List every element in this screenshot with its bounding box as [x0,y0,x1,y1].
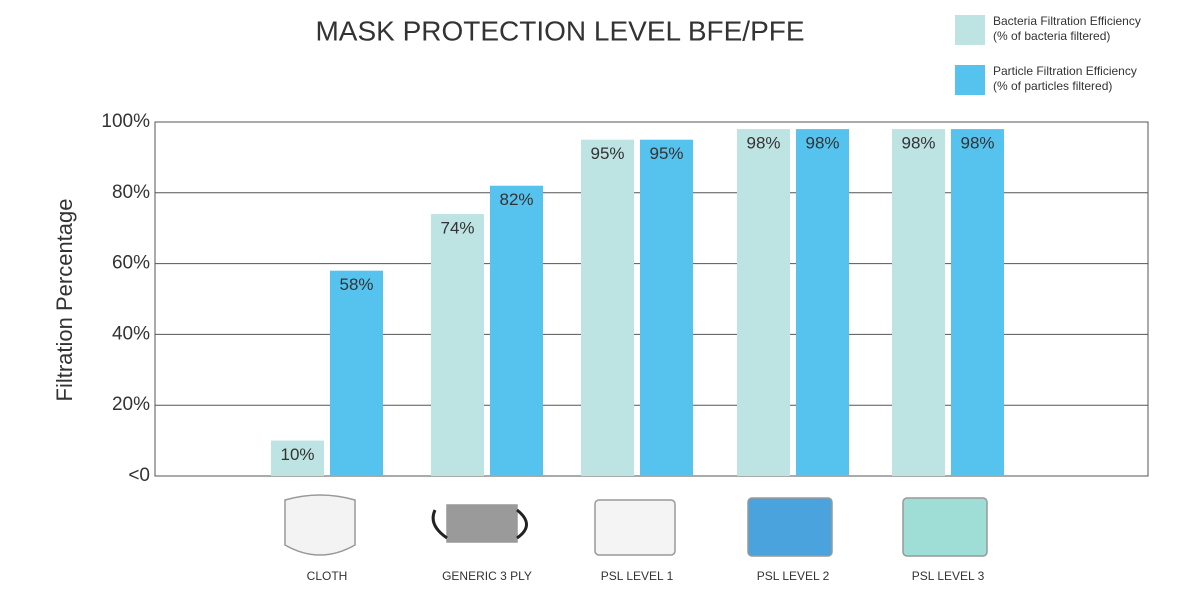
chart-title: MASK PROTECTION LEVEL BFE/PFE [315,15,804,46]
bar [431,214,484,477]
y-tick-label: 100% [101,111,150,132]
bar [490,185,543,476]
value-label: 98% [805,134,839,153]
legend-label: Bacteria Filtration Efficiency [993,14,1141,28]
bar [737,129,790,476]
y-tick-label: 20% [112,394,150,415]
value-label: 98% [746,134,780,153]
legend-swatch [955,15,985,45]
value-label: 82% [499,190,533,209]
mask-ear-loops [431,508,528,540]
legend-description: (% of bacteria filtered) [993,29,1110,43]
y-axis-label: Filtration Percentage [52,199,77,402]
bar [271,440,324,476]
bar [581,139,634,476]
y-tick-label: 60% [112,253,150,274]
y-tick-label: <0 [128,465,150,486]
value-label: 95% [590,144,624,163]
mask-icon [594,499,676,556]
x-tick-label: CLOTH [307,569,348,583]
x-tick-label: GENERIC 3 PLY [442,569,532,583]
mask-icons [284,494,988,557]
bar [892,129,945,476]
value-label: 10% [280,445,314,464]
mask-icon [747,497,833,557]
bar [640,139,693,476]
value-label: 58% [339,275,373,294]
y-tick-label: 80% [112,182,150,203]
y-tick-label: 40% [112,323,150,344]
value-label: 95% [649,144,683,163]
mask-icon [284,494,356,556]
legend-swatch [955,65,985,95]
value-label: 98% [960,134,994,153]
legend-label: Particle Filtration Efficiency [993,64,1137,78]
value-label: 74% [440,219,474,238]
x-tick-label: PSL LEVEL 2 [757,569,830,583]
bar [951,129,1004,476]
x-tick-label: PSL LEVEL 1 [601,569,674,583]
mask-icon [446,504,518,543]
legend-description: (% of particles filtered) [993,79,1112,93]
value-label: 98% [901,134,935,153]
bar [796,129,849,476]
bar [330,270,383,476]
mask-icon [902,497,988,557]
x-tick-label: PSL LEVEL 3 [912,569,985,583]
